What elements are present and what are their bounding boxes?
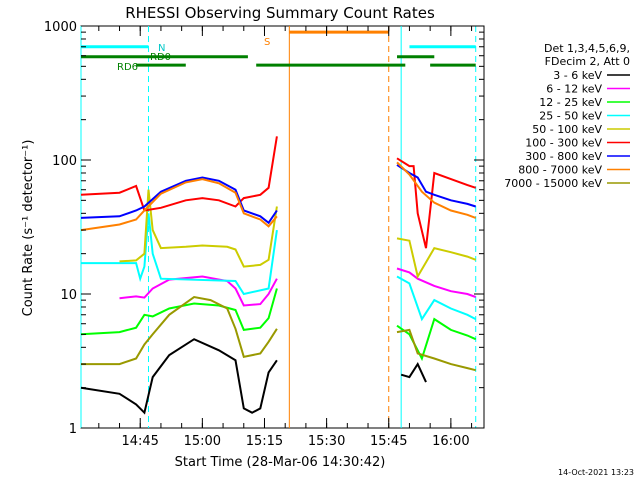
x-tick-label: 15:30 [308,434,345,449]
legend-label-7000-15000-kev: 7000 - 15000 keV [504,177,602,190]
series-line-800-7000-kev [80,178,278,232]
y-tick-label: 10 [60,288,77,303]
series-line-100-300-kev [80,136,278,212]
y-axis: 1 10 100 1000 [44,20,484,437]
legend-label-100-300-kev: 100 - 300 keV [525,137,602,150]
series-line-7000-15000-kev [81,295,278,366]
legend-label-12-25-kev: 12 - 25 keV [539,96,602,109]
series-line-50-100-kev [119,189,278,268]
series-line-25-50-kev-after-gap [396,275,477,322]
legend-label-50-100-kev: 50 - 100 keV [532,123,602,136]
x-axis-label: Start Time (28-Mar-06 14:30:42) [175,455,386,470]
x-tick-label: 14:45 [121,434,158,449]
x-tick-label: 15:45 [370,434,407,449]
flag-label-rd0: RD0 [150,52,171,63]
legend-label-25-50-kev: 25 - 50 keV [539,110,602,123]
series-line-50-100-kev-after-gap [396,237,477,280]
generation-timestamp: 14-Oct-2021 13:23 [558,468,634,477]
series-line-7000-15000-kev-after-gap [396,328,476,372]
legend: Det 1,3,4,5,6,9, FDecim 2, Att 0 3 - 6 k… [504,42,630,190]
series-line-6-12-kev-after-gap [396,267,477,298]
x-tick-label: 15:15 [246,434,283,449]
series-line-3-6-kev [80,338,278,415]
legend-label-3-6-kev: 3 - 6 keV [553,69,602,82]
chart-title: RHESSI Observing Summary Count Rates [125,4,435,22]
series-line-100-300-kev-after-gap [396,157,477,249]
legend-label-800-7000-kev: 800 - 7000 keV [518,164,602,177]
series-lines [80,136,477,415]
legend-header-line-1: Det 1,3,4,5,6,9, [544,42,630,55]
series-line-12-25-kev-after-gap [396,317,477,362]
series-line-300-800-kev-after-gap [396,164,476,208]
vertical-markers [80,26,477,428]
legend-header-line-2: FDecim 2, Att 0 [545,55,630,68]
series-line-3-6-kev-after-gap [400,362,427,383]
legend-label-6-12-kev: 6 - 12 keV [546,83,602,96]
y-tick-label: 100 [52,154,77,169]
series-line-800-7000-kev-after-gap [396,161,477,219]
y-axis-label: Count Rate (s⁻¹ detector⁻¹) [21,140,36,317]
series-line-6-12-kev [119,275,278,307]
flag-label-rd6: RD6 [117,62,138,73]
flag-label-s: S [264,37,270,48]
x-tick-label: 15:00 [184,434,221,449]
y-tick-label: 1000 [44,20,77,35]
series-line-300-800-kev [80,176,278,225]
series-line-25-50-kev [81,213,278,296]
flag-label-n: N [158,43,165,54]
y-tick-label: 1 [69,422,77,437]
legend-label-300-800-kev: 300 - 800 keV [525,150,602,163]
x-tick-label: 16:00 [432,434,469,449]
x-axis: 14:45 15:00 15:15 15:30 15:45 16:00 [98,26,473,449]
series-line-12-25-kev [80,288,278,336]
